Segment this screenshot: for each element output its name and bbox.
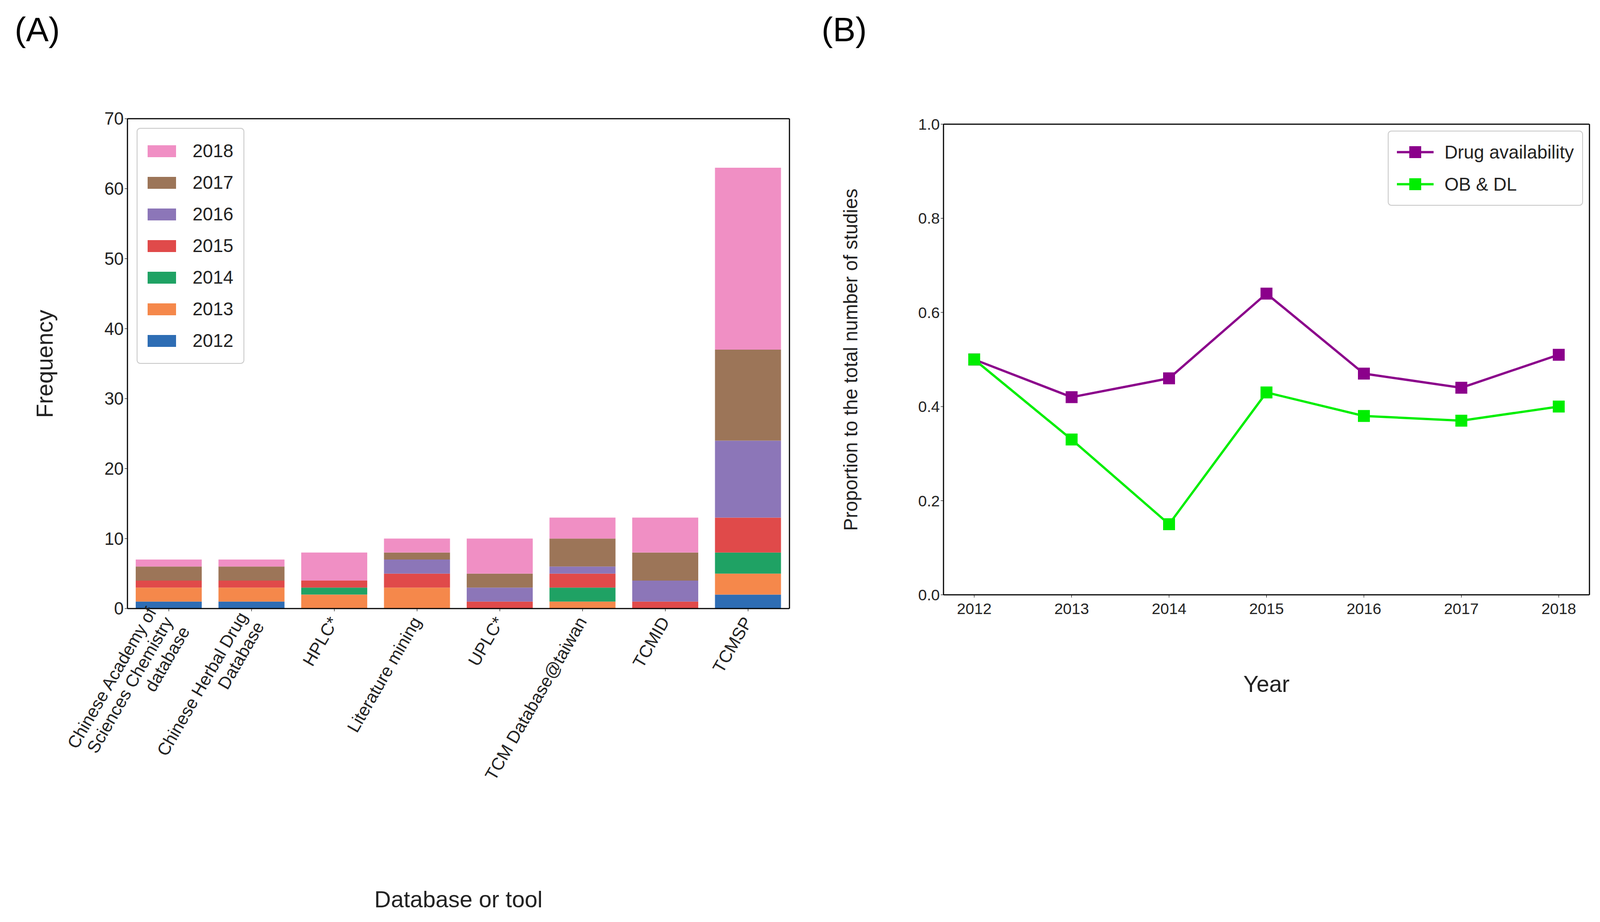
svg-text:UPLC*: UPLC* — [464, 613, 508, 670]
svg-text:Literature mining: Literature mining — [343, 613, 425, 736]
svg-text:TCMID: TCMID — [628, 613, 674, 672]
svg-text:2012: 2012 — [956, 600, 992, 618]
svg-text:10: 10 — [104, 529, 124, 549]
svg-text:0.6: 0.6 — [918, 303, 940, 322]
svg-text:1.0: 1.0 — [918, 115, 940, 133]
svg-text:60: 60 — [104, 179, 124, 199]
svg-text:40: 40 — [104, 319, 124, 339]
svg-text:HPLC*: HPLC* — [298, 613, 343, 670]
svg-text:2017: 2017 — [1444, 600, 1479, 618]
svg-text:Chinese Herbal DrugDatabase: Chinese Herbal DrugDatabase — [153, 609, 268, 770]
svg-text:0.2: 0.2 — [918, 492, 940, 510]
svg-text:2018: 2018 — [1541, 600, 1577, 618]
svg-text:0.8: 0.8 — [918, 209, 940, 227]
svg-text:30: 30 — [104, 389, 124, 409]
svg-text:TCM Database@taiwan: TCM Database@taiwan — [481, 613, 591, 784]
svg-text:2013: 2013 — [1054, 600, 1090, 618]
svg-text:0: 0 — [114, 599, 124, 619]
svg-text:2016: 2016 — [1346, 600, 1382, 618]
svg-text:0.4: 0.4 — [918, 397, 940, 416]
svg-text:20: 20 — [104, 459, 124, 479]
svg-text:TCMSP: TCMSP — [708, 613, 756, 677]
svg-text:0.0: 0.0 — [918, 586, 940, 604]
svg-text:2015: 2015 — [1249, 600, 1285, 618]
svg-text:50: 50 — [104, 249, 124, 269]
svg-text:70: 70 — [104, 109, 124, 129]
svg-text:2014: 2014 — [1151, 600, 1187, 618]
